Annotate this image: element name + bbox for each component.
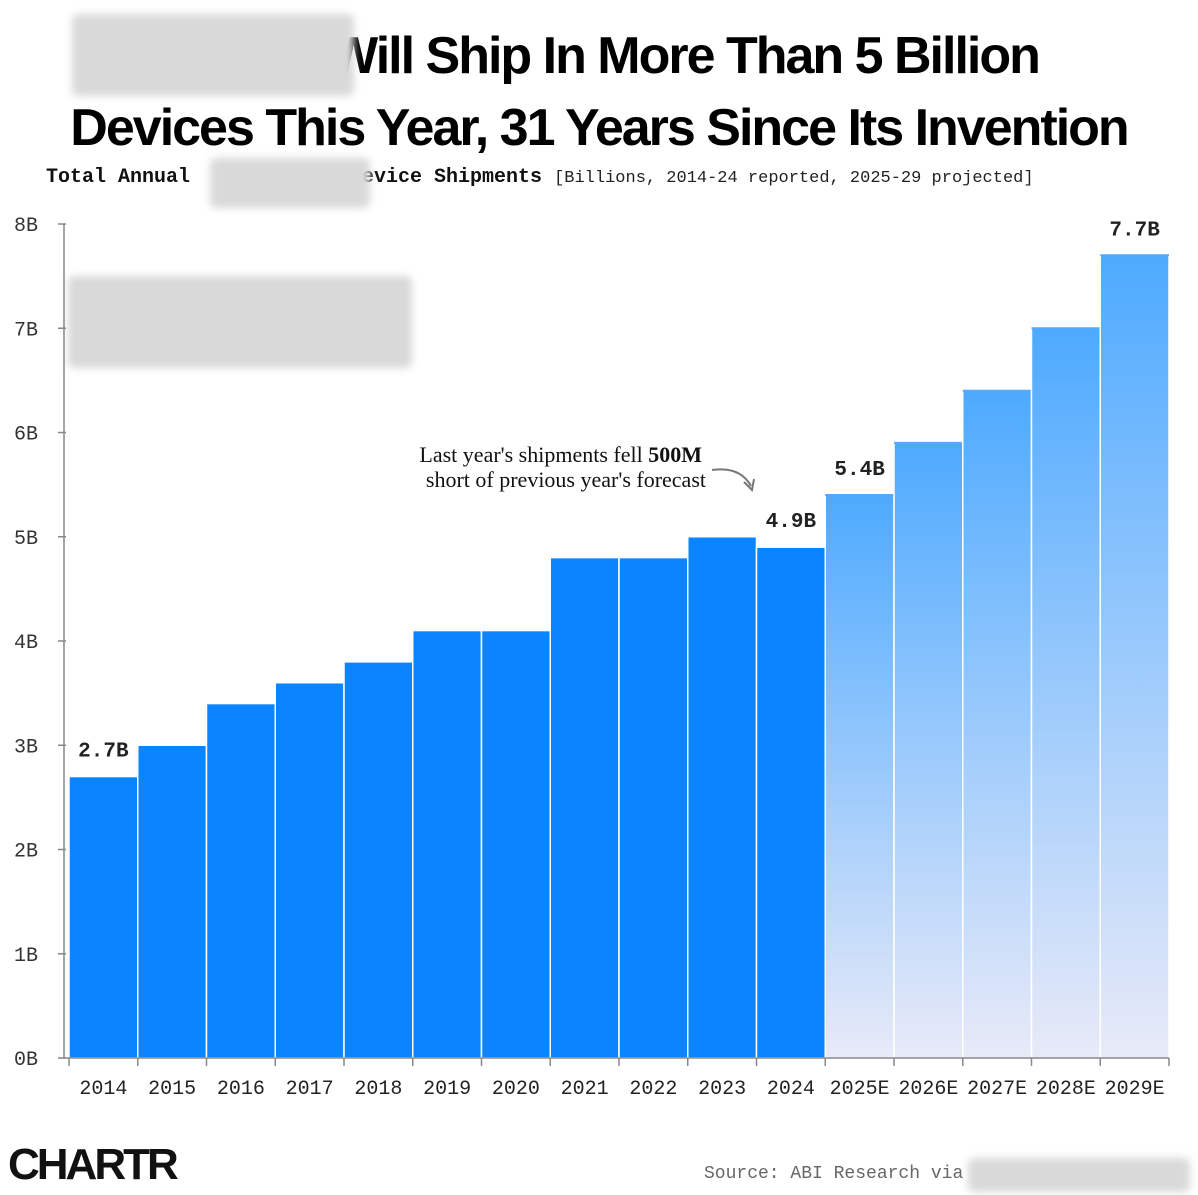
bar-2023 [687, 536, 758, 1059]
annotation-arrow-head [743, 478, 755, 493]
data-label-2014: 2.7B [78, 741, 129, 764]
x-tick-label: 2025E [830, 1078, 890, 1101]
chart-title-line-2: Devices This Year, 31 Years Since Its In… [70, 99, 1129, 157]
y-tick-label: 5B [14, 528, 38, 551]
y-axis: 0B 1B 2B 3B 4B 5B 6B 7B 8B [14, 215, 66, 1072]
y-tick-label: 4B [14, 632, 38, 655]
x-tick-label: 2028E [1036, 1078, 1096, 1101]
bar-2014 [68, 775, 139, 1059]
x-tick-label: 2014 [79, 1078, 127, 1101]
x-tick-label: 2024 [767, 1078, 815, 1101]
bar-2015 [137, 744, 208, 1059]
x-tick-label: 2021 [561, 1078, 609, 1101]
y-tick-label: 2B [14, 841, 38, 864]
redacted-source-block [968, 1158, 1190, 1192]
bar-2017 [274, 681, 345, 1059]
bar-2018 [343, 661, 414, 1059]
data-label-2025E: 5.4B [834, 459, 885, 482]
redacted-title-block [72, 14, 354, 96]
x-tick-label: 2017 [286, 1078, 334, 1101]
data-label-2029E: 7.7B [1109, 219, 1160, 242]
annotation: Last year's shipments fell 500M short of… [419, 442, 755, 493]
y-tick-label: 3B [14, 736, 38, 759]
y-tick-label: 6B [14, 424, 38, 447]
bar-2026E [893, 442, 964, 1059]
chart-subtitle: Total Annual Device Shipments [Billions, … [46, 166, 1034, 189]
chartr-logo: CHARTR [8, 1140, 179, 1189]
bar-2016 [205, 702, 276, 1059]
bar-2028E [1030, 327, 1101, 1059]
bar-2027E [962, 390, 1033, 1059]
x-tick-label: 2019 [423, 1078, 471, 1101]
data-labels: 2.7B 4.9B 5.4B 7.7B [78, 219, 1160, 763]
source-note: Source: ABI Research via [704, 1164, 964, 1184]
redacted-subtitle-block [210, 158, 370, 208]
x-tick-label: 2027E [967, 1078, 1027, 1101]
chart-title-line-1: Will Ship In More Than 5 Billion [329, 27, 1041, 85]
x-tick-label: 2015 [148, 1078, 196, 1101]
subtitle-part-1: Total Annual [46, 166, 191, 189]
bar-2024 [755, 546, 826, 1059]
annotation-line-2: short of previous year's forecast [426, 467, 706, 492]
redacted-logo-block [68, 276, 412, 368]
bar-2020 [480, 629, 551, 1059]
bar-2021 [549, 556, 620, 1059]
bar-2025E [824, 494, 895, 1059]
data-label-2024: 4.9B [766, 511, 817, 534]
x-tick-label: 2018 [354, 1078, 402, 1101]
subtitle-part-2: Device Shipments [350, 166, 543, 189]
x-tick-label: 2029E [1105, 1078, 1165, 1101]
x-tick-label: 2020 [492, 1078, 540, 1101]
x-tick-label: 2023 [698, 1078, 746, 1101]
y-tick-label: 1B [14, 945, 38, 968]
x-axis: 2014 2015 2016 2017 2018 2019 2020 2021 2022 2023… [64, 1057, 1170, 1101]
y-tick-label: 0B [14, 1049, 38, 1072]
x-tick-label: 2026E [898, 1078, 958, 1101]
y-tick-label: 8B [14, 215, 38, 238]
subtitle-note: [Billions, 2014-24 reported, 2025-29 pro… [554, 169, 1034, 188]
annotation-line-1: Last year's shipments fell 500M [419, 442, 702, 467]
bar-2029E [1099, 254, 1170, 1059]
x-tick-label: 2022 [629, 1078, 677, 1101]
bar-2022 [618, 556, 689, 1059]
x-tick-label: 2016 [217, 1078, 265, 1101]
bar-2019 [412, 629, 483, 1059]
bars [68, 254, 1170, 1059]
annotation-arrow [711, 468, 752, 487]
y-tick-label: 7B [14, 319, 38, 342]
